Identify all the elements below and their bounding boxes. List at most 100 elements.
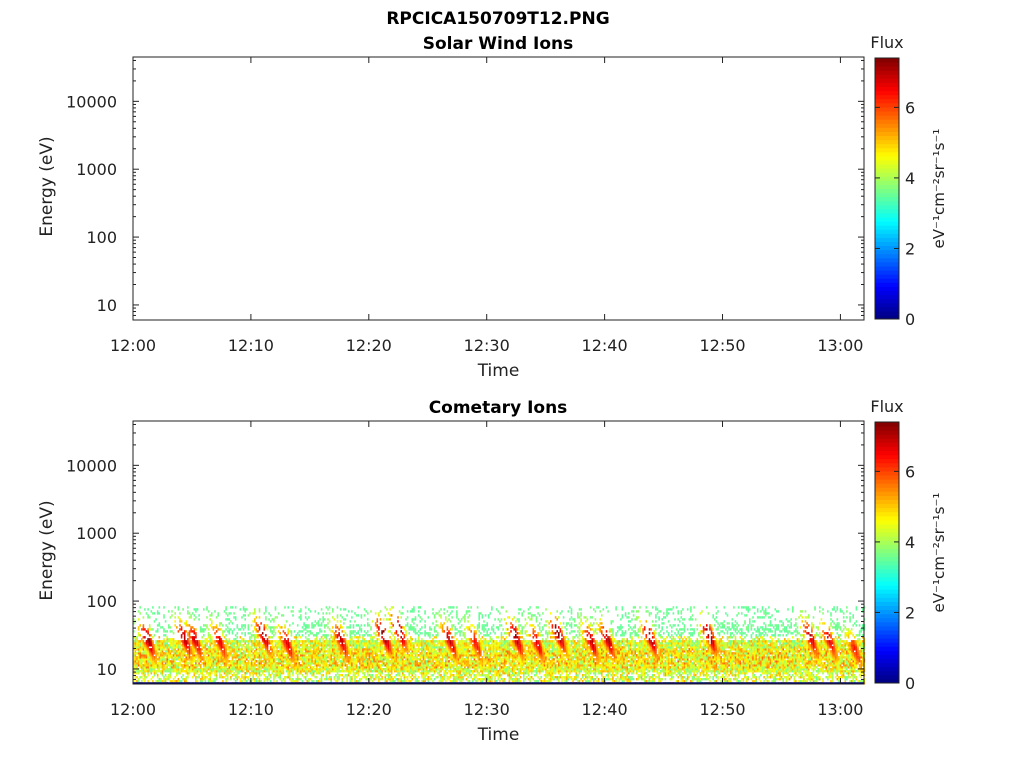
flux-cell xyxy=(296,668,299,671)
flux-cell xyxy=(185,666,188,669)
flux-cell xyxy=(303,666,305,669)
flux-cell xyxy=(341,658,344,661)
flux-cell xyxy=(244,626,246,629)
flux-cell xyxy=(225,674,227,677)
flux-cell xyxy=(446,650,449,653)
flux-cell xyxy=(408,640,410,643)
flux-cell xyxy=(400,648,402,651)
flux-cell xyxy=(204,656,207,659)
flux-cell xyxy=(188,648,191,651)
flux-cell xyxy=(183,640,186,643)
flux-cell xyxy=(187,624,189,627)
flux-cell xyxy=(446,620,449,623)
flux-cell xyxy=(247,660,250,663)
flux-cell xyxy=(379,644,382,647)
flux-cell xyxy=(402,606,404,609)
flux-cell xyxy=(225,634,227,637)
flux-cell xyxy=(153,672,156,675)
flux-cell xyxy=(319,638,321,641)
flux-cell xyxy=(303,644,305,647)
flux-cell xyxy=(303,676,305,679)
flux-cell xyxy=(147,660,149,663)
flux-cell xyxy=(258,668,261,671)
flux-cell xyxy=(386,678,388,681)
flux-cell xyxy=(416,670,418,673)
flux-cell xyxy=(429,676,431,679)
flux-cell xyxy=(231,670,234,673)
flux-cell xyxy=(234,648,237,651)
flux-cell xyxy=(387,656,390,659)
flux-cell xyxy=(475,660,477,663)
flux-cell xyxy=(435,612,437,615)
flux-cell xyxy=(335,658,337,661)
flux-cell xyxy=(204,670,207,673)
flux-cell xyxy=(389,630,391,633)
flux-cell xyxy=(363,644,366,647)
flux-cell xyxy=(207,636,210,639)
flux-cell xyxy=(144,608,146,611)
flux-cell xyxy=(352,674,355,677)
flux-cell xyxy=(274,608,277,611)
flux-cell xyxy=(226,644,229,647)
flux-cell xyxy=(433,626,436,629)
flux-cell xyxy=(277,672,280,675)
flux-cell xyxy=(332,610,334,613)
flux-cell xyxy=(249,650,251,653)
flux-cell xyxy=(301,666,304,669)
flux-cell xyxy=(263,670,266,673)
flux-cell xyxy=(296,676,299,679)
flux-cell xyxy=(225,662,227,665)
flux-cell xyxy=(214,658,216,661)
flux-cell xyxy=(411,656,414,659)
flux-cell xyxy=(376,654,379,657)
flux-cell xyxy=(349,644,352,647)
flux-cell xyxy=(284,632,286,635)
flux-cell xyxy=(150,628,153,631)
flux-cell xyxy=(141,676,143,679)
flux-cell xyxy=(295,638,297,641)
flux-cell xyxy=(226,664,229,667)
flux-cell xyxy=(289,654,291,657)
flux-cell xyxy=(271,626,274,629)
flux-cell xyxy=(314,610,317,613)
flux-cell xyxy=(234,638,237,641)
flux-cell xyxy=(406,660,409,663)
flux-cell xyxy=(269,646,272,649)
flux-cell xyxy=(142,616,145,619)
flux-cell xyxy=(419,606,422,609)
flux-cell xyxy=(467,672,469,675)
flux-cell xyxy=(336,648,339,651)
flux-cell xyxy=(330,644,332,647)
flux-cell xyxy=(155,658,157,661)
flux-cell xyxy=(406,666,409,669)
flux-cell xyxy=(195,646,197,649)
flux-cell xyxy=(462,662,465,665)
flux-cell xyxy=(276,662,278,665)
flux-cell xyxy=(411,642,414,645)
flux-cell xyxy=(204,662,207,665)
flux-cell xyxy=(168,638,170,641)
flux-cell xyxy=(386,640,388,643)
flux-cell xyxy=(343,676,345,679)
flux-cell xyxy=(335,644,337,647)
flux-cell xyxy=(169,640,172,643)
flux-cell xyxy=(185,622,188,625)
flux-cell xyxy=(357,624,359,627)
flux-cell xyxy=(456,644,458,647)
flux-cell xyxy=(421,642,423,645)
flux-cell xyxy=(327,648,329,651)
flux-cell xyxy=(185,640,188,643)
flux-cell xyxy=(325,664,328,667)
flux-cell xyxy=(285,668,288,671)
flux-cell xyxy=(368,640,371,643)
flux-cell xyxy=(241,646,243,649)
flux-cell xyxy=(367,658,369,661)
flux-cell xyxy=(320,622,323,625)
flux-cell xyxy=(394,642,396,645)
flux-cell xyxy=(222,680,224,683)
flux-cell xyxy=(464,658,466,661)
flux-cell xyxy=(188,656,191,659)
flux-cell xyxy=(250,668,253,671)
flux-cell xyxy=(147,652,149,655)
flux-cell xyxy=(468,614,471,617)
